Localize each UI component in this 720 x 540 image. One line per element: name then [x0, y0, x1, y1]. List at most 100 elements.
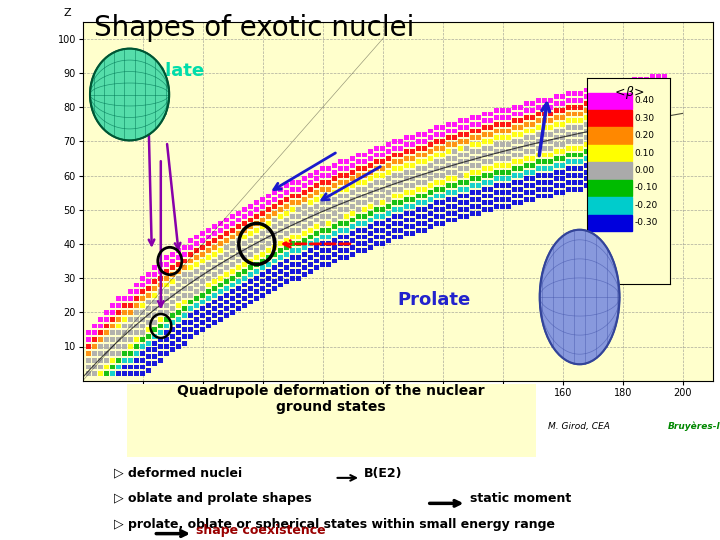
Point — [275, 192, 287, 200]
Point — [395, 233, 407, 241]
Point — [605, 117, 616, 125]
Point — [143, 339, 155, 347]
Point — [617, 174, 629, 183]
Point — [311, 209, 323, 218]
Point — [611, 147, 623, 156]
Point — [101, 349, 112, 357]
Point — [155, 315, 166, 323]
Point — [275, 199, 287, 207]
Point — [197, 250, 209, 259]
Point — [653, 86, 665, 94]
Point — [155, 301, 166, 310]
Point — [245, 298, 256, 306]
Point — [455, 212, 467, 221]
Point — [401, 195, 413, 204]
Point — [467, 113, 479, 122]
Point — [377, 144, 389, 152]
Point — [611, 86, 623, 94]
Point — [149, 346, 161, 354]
Point — [83, 356, 94, 364]
Point — [137, 322, 148, 330]
Point — [653, 99, 665, 108]
Point — [395, 178, 407, 187]
Point — [335, 158, 346, 166]
Point — [407, 168, 418, 177]
Point — [587, 99, 598, 108]
Point — [581, 161, 593, 170]
Text: 0.40: 0.40 — [635, 96, 654, 105]
Point — [233, 277, 245, 286]
Point — [161, 274, 173, 282]
Point — [389, 164, 400, 173]
Point — [155, 287, 166, 296]
Point — [545, 151, 557, 159]
Point — [167, 346, 179, 354]
Point — [521, 161, 533, 170]
Point — [233, 256, 245, 265]
Point — [503, 106, 515, 115]
Point — [623, 127, 634, 136]
Point — [533, 137, 544, 146]
Point — [467, 188, 479, 197]
Point — [119, 322, 130, 330]
Point — [527, 195, 539, 204]
Point — [473, 161, 485, 170]
Point — [317, 185, 328, 193]
Point — [371, 205, 382, 214]
Point — [461, 137, 472, 146]
Point — [587, 113, 598, 122]
Text: 0.20: 0.20 — [635, 131, 654, 140]
Point — [401, 168, 413, 177]
Point — [185, 236, 197, 245]
Point — [527, 133, 539, 142]
Point — [383, 161, 395, 170]
Point — [251, 233, 263, 241]
Point — [263, 260, 274, 269]
Point — [167, 332, 179, 341]
Point — [641, 82, 652, 91]
Point — [209, 312, 220, 320]
Point — [245, 271, 256, 279]
Point — [575, 110, 587, 118]
Point — [89, 356, 101, 364]
Point — [263, 246, 274, 255]
Point — [143, 312, 155, 320]
Point — [143, 271, 155, 279]
Point — [317, 164, 328, 173]
Point — [287, 205, 299, 214]
Point — [191, 281, 202, 289]
Point — [551, 188, 562, 197]
Point — [359, 226, 371, 234]
Point — [137, 363, 148, 372]
Point — [449, 154, 461, 163]
Point — [299, 202, 310, 211]
Point — [335, 192, 346, 200]
Point — [335, 233, 346, 241]
Point — [401, 215, 413, 224]
Point — [611, 133, 623, 142]
Point — [503, 147, 515, 156]
Point — [239, 267, 251, 275]
Point — [155, 335, 166, 344]
Point — [569, 130, 580, 139]
Point — [401, 147, 413, 156]
Point — [431, 219, 443, 228]
Point — [365, 222, 377, 231]
Point — [275, 226, 287, 234]
Point — [251, 219, 263, 228]
Point — [311, 243, 323, 252]
Point — [455, 130, 467, 139]
Point — [185, 256, 197, 265]
Point — [581, 113, 593, 122]
Point — [215, 226, 227, 234]
Point — [251, 212, 263, 221]
Point — [185, 318, 197, 327]
Point — [233, 284, 245, 293]
Point — [425, 147, 436, 156]
Point — [455, 123, 467, 132]
Point — [635, 144, 647, 152]
Point — [305, 199, 317, 207]
Point — [347, 202, 359, 211]
Point — [221, 256, 233, 265]
Point — [329, 161, 341, 170]
